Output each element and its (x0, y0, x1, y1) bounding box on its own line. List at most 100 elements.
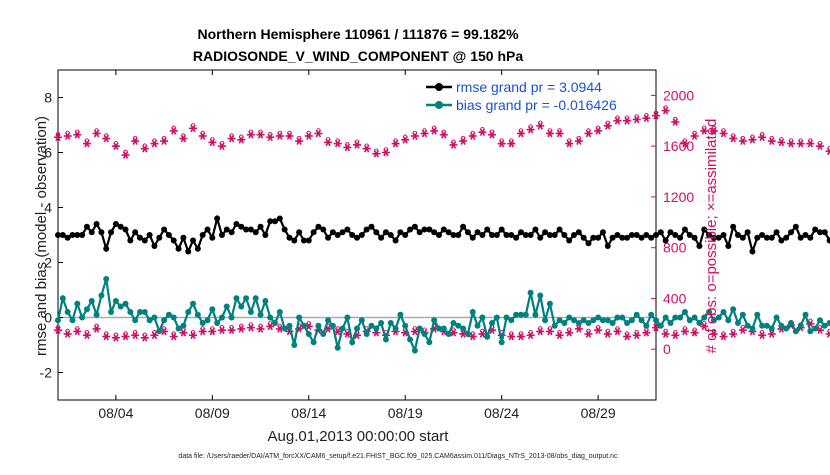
obs_upper-marker (430, 125, 439, 135)
obs-star-core (471, 334, 475, 339)
bias-point (161, 317, 168, 324)
bias-point (715, 314, 722, 321)
bias-point (619, 314, 626, 321)
obs-star-core (731, 332, 735, 336)
obs-possible-ring (75, 326, 80, 331)
rmse-point (79, 232, 86, 238)
bias-point (469, 309, 476, 315)
obs_upper-marker (54, 132, 62, 142)
rmse-point (489, 232, 496, 238)
obs-star-core (750, 138, 755, 142)
obs_lower-marker (555, 330, 564, 340)
obs-possible-ring (306, 321, 312, 326)
obs-star-core (673, 333, 677, 337)
obs-star-core (721, 131, 726, 136)
obs_lower-marker (343, 328, 352, 338)
obs-star-core (191, 333, 195, 337)
bias-point (363, 331, 370, 337)
obs-possible-ring (711, 328, 717, 334)
obs_upper-marker (111, 140, 120, 151)
rmse-point (358, 232, 365, 238)
obs_upper-marker (815, 140, 824, 151)
rmse-point (754, 234, 761, 241)
bias-point (440, 325, 447, 332)
obs_upper-marker (285, 130, 294, 140)
obs_lower-marker (623, 331, 632, 341)
rmse-point (310, 229, 317, 236)
obs_upper-marker (507, 138, 516, 148)
obs_upper-marker (63, 130, 72, 140)
obs-possible-ring (586, 128, 591, 133)
obs_upper-marker (266, 132, 275, 142)
rmse-point (662, 237, 669, 244)
bias-point (286, 322, 293, 329)
obs-possible-ring (798, 138, 803, 143)
obs-star-core (287, 134, 292, 138)
rmse-point (141, 237, 148, 244)
obs-possible-ring (402, 134, 408, 140)
obs-star-core (548, 329, 552, 334)
rmse-point (464, 229, 471, 236)
obs-possible-ring (615, 115, 620, 121)
rmse-point (421, 226, 428, 233)
obs_lower-marker (594, 324, 603, 335)
obs-possible-ring (509, 331, 514, 336)
obs-possible-ring (65, 130, 70, 136)
obs_lower-marker (111, 332, 120, 342)
obs-possible-ring (190, 330, 196, 335)
bias-point (566, 314, 573, 321)
obs_upper-marker (719, 128, 728, 138)
rmse-point (228, 229, 235, 236)
obs_upper-marker (198, 130, 207, 140)
obs_lower-marker (217, 324, 226, 335)
bias-point (807, 328, 814, 335)
rmse-point (542, 229, 549, 236)
obs_upper-marker (632, 114, 641, 124)
obs-star-core (393, 142, 398, 146)
rmse-point (199, 232, 206, 238)
obs-star-core (123, 334, 128, 339)
obs-possible-ring (740, 324, 746, 330)
obs-possible-ring (634, 330, 639, 335)
obs-possible-ring (277, 323, 283, 329)
obs-star-core (413, 134, 417, 138)
obs-possible-ring (740, 135, 746, 141)
rmse-point (426, 226, 433, 233)
obs-star-core (355, 143, 359, 147)
obs-star-core (336, 142, 340, 146)
obs_upper-marker (246, 129, 255, 139)
obs-star-core (519, 131, 523, 136)
obs-possible-ring (161, 135, 167, 141)
obs-star-core (75, 133, 79, 137)
obs-star-core (731, 136, 735, 141)
obs-star-core (770, 332, 774, 336)
bias-point (474, 322, 481, 329)
rmse-point (243, 226, 250, 233)
obs_lower-marker (671, 330, 680, 340)
obs-star-core (297, 139, 301, 143)
obs_lower-marker (758, 330, 767, 340)
obs-possible-ring (730, 328, 736, 334)
obs-star-core (230, 328, 234, 332)
bias-point (720, 309, 727, 315)
rmse-point (98, 229, 105, 236)
bias-point (382, 336, 389, 343)
bias-point (575, 320, 582, 326)
obs_lower-marker (169, 331, 178, 341)
obs-possible-ring (152, 138, 157, 143)
rmse-point (296, 229, 303, 236)
bias-point (797, 322, 804, 329)
obs_upper-marker (767, 135, 776, 145)
obs-possible-ring (316, 128, 321, 133)
obs-star-core (143, 336, 147, 340)
obs-star-core (567, 142, 571, 146)
obs-possible-ring (547, 128, 553, 133)
obs-star-core (451, 143, 456, 147)
rmse-point (103, 245, 110, 252)
obs-star-core (596, 328, 600, 332)
obs-star-core (172, 129, 176, 133)
obs-possible-ring (210, 137, 215, 142)
rmse-point (93, 221, 100, 227)
obs-star-core (413, 329, 417, 334)
obs_upper-marker (709, 125, 718, 135)
